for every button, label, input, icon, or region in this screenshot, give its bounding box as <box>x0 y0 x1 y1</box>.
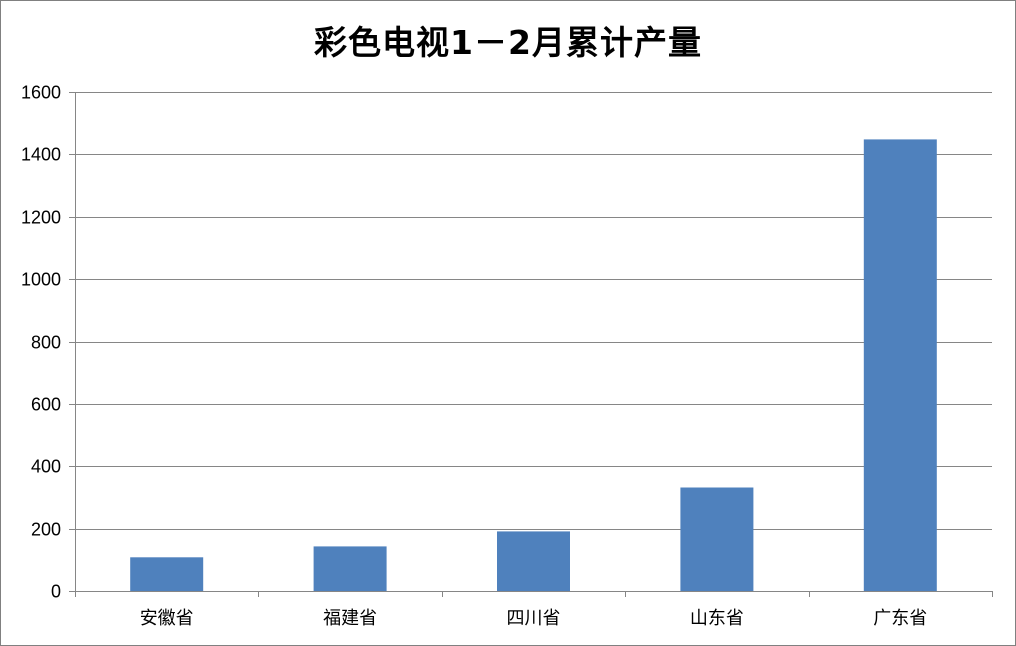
bar <box>497 531 570 591</box>
x-tick-label: 福建省 <box>323 608 377 628</box>
chart-title: 彩色电视1－2月累计产量 <box>314 23 702 62</box>
y-tick-label: 200 <box>31 520 61 540</box>
y-tick-label: 1000 <box>21 270 61 290</box>
x-tick-label: 四川省 <box>507 608 561 628</box>
y-tick-labels: 0 200 400 600 800 1000 1200 1400 1600 <box>21 83 61 602</box>
y-tick-label: 1400 <box>21 145 61 165</box>
y-tick-label: 0 <box>51 582 61 602</box>
y-tick-label: 800 <box>31 333 61 353</box>
x-tick-label: 广东省 <box>873 608 927 628</box>
y-tick-label: 600 <box>31 395 61 415</box>
bar <box>313 546 387 591</box>
bars <box>130 139 937 591</box>
x-tick-label: 安徽省 <box>140 608 194 628</box>
x-tick-label: 山东省 <box>690 608 744 628</box>
x-tick-labels: 安徽省 福建省 四川省 山东省 广东省 <box>140 608 928 628</box>
bar <box>130 557 204 591</box>
y-tick-label: 1200 <box>21 208 61 228</box>
y-tick-label: 400 <box>31 457 61 477</box>
bar <box>680 487 754 591</box>
axes <box>69 92 993 597</box>
gridlines <box>75 92 992 530</box>
bar <box>863 139 937 591</box>
y-tick-label: 1600 <box>21 83 61 103</box>
